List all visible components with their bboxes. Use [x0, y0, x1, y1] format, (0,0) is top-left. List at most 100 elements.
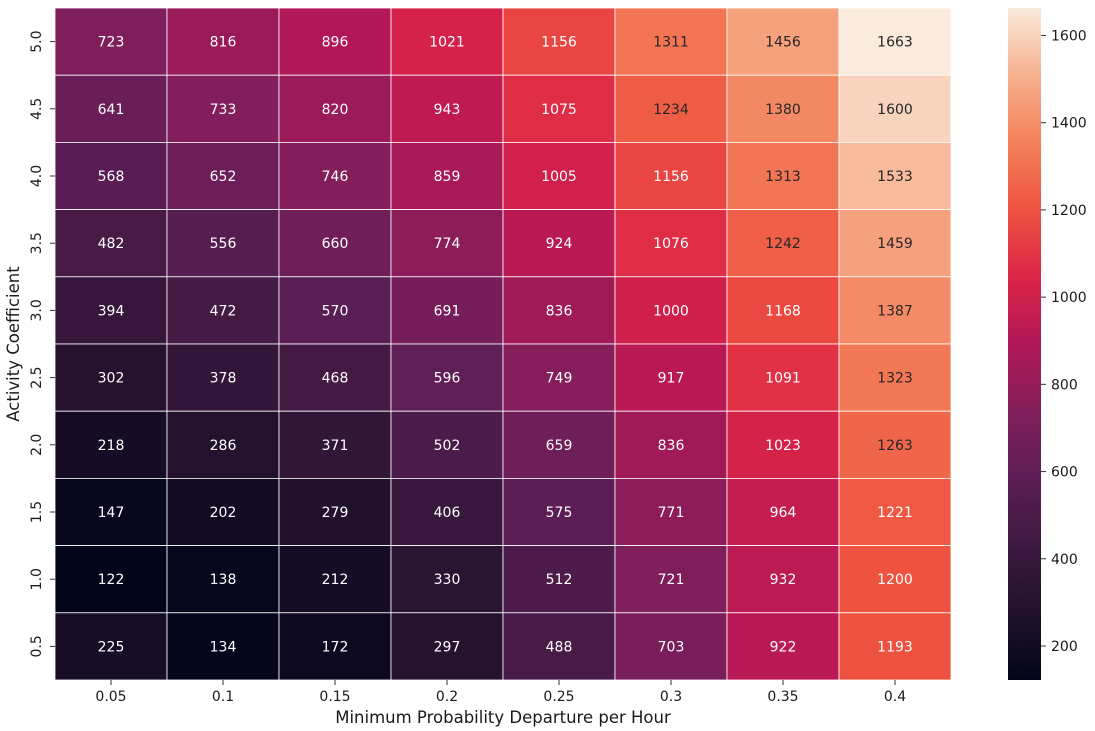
y-tick-label: 0.5 — [29, 635, 45, 657]
heatmap-cell — [726, 612, 840, 681]
cell-value-label: 836 — [658, 438, 685, 454]
heatmap-cell — [54, 141, 168, 210]
cell-value-label: 134 — [210, 639, 237, 655]
cell-value-label: 172 — [322, 639, 349, 655]
colorbar-tick-label: 1000 — [1051, 290, 1087, 306]
heatmap-cell — [390, 141, 504, 210]
heatmap-cell — [838, 7, 952, 76]
cell-value-label: 394 — [98, 303, 125, 319]
heatmap-cell — [278, 141, 392, 210]
cell-value-label: 1380 — [765, 102, 801, 118]
cell-value-label: 859 — [434, 169, 461, 185]
heatmap-cell — [726, 74, 840, 143]
cell-value-label: 1663 — [877, 35, 913, 51]
cell-value-label: 836 — [546, 303, 573, 319]
heatmap-cell — [502, 477, 616, 546]
heatmap-cell — [54, 7, 168, 76]
cell-value-label: 1242 — [765, 236, 801, 252]
cell-value-label: 1168 — [765, 303, 801, 319]
cell-value-label: 746 — [322, 169, 349, 185]
heatmap-cell — [390, 612, 504, 681]
cell-value-label: 297 — [434, 639, 461, 655]
x-tick-label: 0.25 — [543, 689, 574, 705]
cell-value-label: 1459 — [877, 236, 913, 252]
cell-value-label: 202 — [210, 505, 237, 521]
cell-value-label: 1021 — [429, 35, 465, 51]
cell-value-label: 660 — [322, 236, 349, 252]
cell-value-label: 138 — [210, 572, 237, 588]
heatmap-cell — [278, 209, 392, 278]
heatmap-cell — [614, 276, 728, 345]
heatmap-cell — [390, 276, 504, 345]
cell-value-label: 721 — [658, 572, 685, 588]
y-tick-label: 1.0 — [29, 568, 45, 590]
y-tick-label: 4.0 — [29, 165, 45, 187]
cell-value-label: 512 — [546, 572, 573, 588]
cell-value-label: 771 — [658, 505, 685, 521]
cell-value-label: 820 — [322, 102, 349, 118]
colorbar-ticks: 200 400 600 800 1000 1200 1400 1600 — [1041, 28, 1087, 655]
cell-value-label: 502 — [434, 438, 461, 454]
y-tick-label: 1.5 — [29, 501, 45, 523]
heatmap-cell — [614, 141, 728, 210]
cell-value-label: 406 — [434, 505, 461, 521]
heatmap-cell — [838, 477, 952, 546]
cell-value-label: 1234 — [653, 102, 689, 118]
cell-value-label: 1091 — [765, 371, 801, 387]
cell-value-label: 1000 — [653, 303, 689, 319]
x-axis-label: Minimum Probability Departure per Hour — [335, 708, 671, 727]
x-tick-label: 0.15 — [319, 689, 350, 705]
heatmap-cell — [838, 410, 952, 479]
colorbar-tick-label: 800 — [1051, 377, 1078, 393]
heatmap-cell — [726, 410, 840, 479]
y-axis-label: Activity Coefficient — [4, 266, 23, 422]
cell-value-label: 371 — [322, 438, 349, 454]
cell-value-label: 1323 — [877, 371, 913, 387]
heatmap-cell — [278, 276, 392, 345]
cell-value-label: 1533 — [877, 169, 913, 185]
colorbar-tick-label: 600 — [1051, 465, 1078, 481]
y-tick-label: 3.5 — [29, 232, 45, 254]
cell-value-label: 218 — [98, 438, 125, 454]
cell-value-label: 468 — [322, 371, 349, 387]
colorbar-tick-label: 1400 — [1051, 116, 1087, 132]
x-tick-label: 0.35 — [767, 689, 798, 705]
x-tick-label: 0.3 — [660, 689, 682, 705]
cell-value-label: 1263 — [877, 438, 913, 454]
heatmap-cell — [502, 545, 616, 614]
heatmap-cell — [726, 141, 840, 210]
heatmap-cell — [726, 343, 840, 412]
cell-value-label: 922 — [770, 639, 797, 655]
cell-value-label: 1387 — [877, 303, 913, 319]
cell-value-label: 286 — [210, 438, 237, 454]
heatmap-cell — [614, 343, 728, 412]
cell-value-label: 472 — [210, 303, 237, 319]
cell-value-label: 1600 — [877, 102, 913, 118]
y-tick-label: 3.0 — [29, 299, 45, 321]
heatmap-cell — [614, 545, 728, 614]
cell-value-label: 1023 — [765, 438, 801, 454]
heatmap-cell — [166, 343, 280, 412]
cell-value-label: 816 — [210, 35, 237, 51]
cell-value-label: 917 — [658, 371, 685, 387]
colorbar-tick-label: 1200 — [1051, 203, 1087, 219]
cell-value-label: 568 — [98, 169, 125, 185]
cell-value-label: 122 — [98, 572, 125, 588]
colorbar-tick-label: 1600 — [1051, 28, 1087, 44]
cell-value-label: 225 — [98, 639, 125, 655]
heatmap-cell — [838, 74, 952, 143]
heatmap-cell — [502, 410, 616, 479]
y-tick-label: 4.5 — [29, 98, 45, 120]
heatmap-cell — [54, 209, 168, 278]
heatmap-cell — [502, 209, 616, 278]
cell-value-label: 932 — [770, 572, 797, 588]
heatmap-cell — [166, 612, 280, 681]
cell-value-label: 1156 — [541, 35, 577, 51]
heatmap-cell — [726, 276, 840, 345]
cell-value-label: 556 — [210, 236, 237, 252]
heatmap-cell — [278, 545, 392, 614]
cell-value-label: 896 — [322, 35, 349, 51]
heatmap-cell — [502, 7, 616, 76]
heatmap-cell — [502, 343, 616, 412]
